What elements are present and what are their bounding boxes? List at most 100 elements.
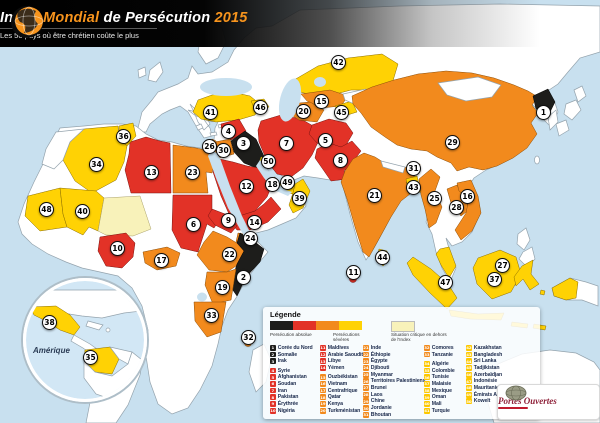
legend-entry-23: 23 Égypte: [363, 358, 425, 364]
rank-badge: 2: [270, 351, 276, 358]
country-name: Mali: [431, 400, 442, 407]
rank-badge: 27: [363, 385, 369, 391]
aral-sea: [314, 77, 326, 87]
rank-badge: 21: [363, 344, 369, 351]
legend-entry-25: 25 Myanmar: [363, 372, 425, 378]
country-name: Yémen: [327, 364, 345, 371]
country-name: Oman: [431, 394, 447, 401]
legend-entry-35: 35 Colombie: [424, 368, 455, 374]
legend-entry-30: 30 Jordanie: [363, 405, 425, 411]
country-name: Azerbaïdjan: [473, 371, 503, 378]
legend-entry-9: 9 Érythrée: [270, 401, 313, 407]
maldives-island: [349, 275, 357, 283]
country-name: Tunisie: [431, 374, 449, 381]
rank-badge: 13: [320, 358, 326, 365]
persian-gulf: [256, 160, 292, 196]
rank-badge: 20: [320, 407, 326, 414]
legend-entry-8: 8 Pakistan: [270, 394, 313, 400]
legend-label-absolute: Persécution absolue: [270, 332, 312, 337]
rank-badge: 48: [466, 385, 472, 391]
legend-entry-47: 47 Indonésie: [466, 378, 522, 384]
rank-badge: 46: [466, 371, 472, 378]
legend-outside-swatch: [391, 321, 415, 332]
rank-badge: 5: [270, 374, 276, 381]
country-name: Tadjikistan: [473, 364, 500, 371]
mongolia: [437, 76, 502, 102]
country-name: Bangladesh: [473, 351, 503, 358]
rank-badge: 45: [466, 365, 472, 371]
legend-entry-33: 33 Tanzanie: [424, 352, 455, 358]
country-name: Érythrée: [277, 400, 299, 407]
country-name: Kenya: [327, 400, 343, 407]
legend-entry-13: 13 Libye: [320, 358, 366, 364]
map-country-indonesie-sulawesi: [513, 259, 540, 291]
legend-scale-segment-yellow: [339, 321, 362, 330]
legend-entry-42: 42 Kazakhstan: [466, 345, 522, 351]
rank-badge: 24: [363, 365, 369, 371]
rank-badge: 25: [363, 371, 369, 378]
rank-badge: 49: [466, 391, 472, 398]
rank-badge: 38: [424, 387, 430, 394]
legend-entry-24: 24 Djibouti: [363, 365, 425, 371]
rank-badge: 28: [363, 391, 369, 398]
rank-badge: 34: [424, 360, 430, 367]
country-name: Somalie: [277, 351, 297, 358]
legend-entry-7: 7 Iran: [270, 388, 313, 394]
rank-badge: 44: [466, 358, 472, 365]
country-name: Kazakhstan: [473, 344, 502, 351]
country-name: Djibouti: [370, 364, 390, 371]
rank-badge: 18: [320, 394, 326, 401]
rank-badge: 35: [424, 367, 430, 374]
rank-badge: 32: [424, 344, 430, 351]
legend-column-1: 1 Corée du Nord 2 Somalie 3 Irak 4 Syrie 5 Afghan…: [270, 345, 313, 414]
country-name: Égypte: [370, 358, 388, 365]
rank-badge: 17: [320, 387, 326, 394]
rank-badge: 19: [320, 401, 326, 407]
country-name: Vietnam: [327, 380, 348, 387]
legend-entry-31: 31 Bhoutan: [363, 412, 425, 418]
japan: [555, 85, 587, 137]
inset-ring-stroke: [23, 278, 147, 402]
legend-outside-label: Situation critique en dehors de l'Index: [391, 332, 447, 342]
publisher-globe-icon: [505, 385, 527, 401]
rank-badge: 36: [424, 374, 430, 381]
country-name: Centrafrique: [327, 387, 358, 394]
rank-badge: 15: [320, 374, 326, 381]
legend-entry-11: 11 Maldives: [320, 345, 366, 351]
legend-panel: Légende Persécution absolue Persécutions…: [263, 307, 540, 419]
country-name: Colombie: [431, 367, 455, 374]
country-name: Jordanie: [370, 405, 392, 412]
legend-entry-15: 15 Ouzbékistan: [320, 374, 366, 380]
rank-badge: 23: [363, 358, 369, 365]
country-name: Territoires Palestiniens: [370, 378, 426, 385]
rank-badge: 1: [270, 344, 276, 351]
legend-entry-19: 19 Kenya: [320, 401, 366, 407]
rank-badge: 33: [424, 351, 430, 358]
inset-cuba: [85, 320, 104, 331]
rank-badge: 40: [424, 401, 430, 407]
map-country-maroc: [41, 128, 86, 170]
rank-badge: 47: [466, 378, 472, 385]
country-name: Ouzbékistan: [327, 374, 358, 381]
globe-logo-icon: [11, 6, 44, 38]
legend-entry-5: 5 Afghanistan: [270, 374, 313, 380]
map-country-libye: [124, 136, 172, 194]
legend-scale-segment-red: [293, 321, 316, 330]
legend-entry-16: 16 Vietnam: [320, 381, 366, 387]
legend-scale-segment-orange: [316, 321, 339, 330]
legend-entry-39: 39 Oman: [424, 394, 455, 400]
legend-entry-37: 37 Malaisie: [424, 381, 455, 387]
page-subtitle: Les 50 pays où être chrétien coûte le pl…: [0, 28, 157, 40]
country-name: Algérie: [431, 360, 449, 367]
country-name: Turkménistan: [327, 407, 361, 414]
rank-badge: 31: [363, 411, 369, 418]
country-name: Malaisie: [431, 380, 452, 387]
legend-entry-50: 50 Koweït: [466, 398, 522, 404]
legend-entry-46: 46 Azerbaïdjan: [466, 372, 522, 378]
country-name: Turquie: [431, 407, 450, 414]
rank-badge: 37: [424, 380, 430, 387]
legend-entry-41: 41 Turquie: [424, 408, 455, 414]
rank-badge: 42: [466, 344, 472, 351]
legend-entry-22: 22 Éthiopie: [363, 352, 425, 358]
caspian-sea: [278, 78, 302, 122]
